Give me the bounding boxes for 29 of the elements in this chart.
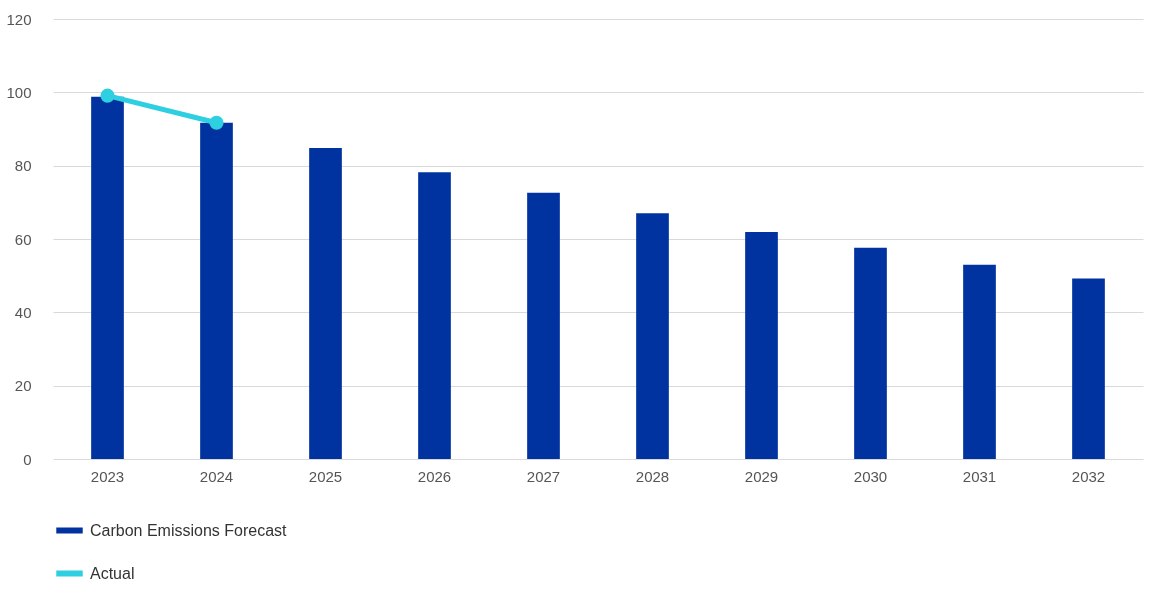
x-tick-label: 2029 [744,467,779,485]
y-tick-label: 60 [14,230,32,248]
x-tick-label: 2026 [417,467,452,485]
x-tick-label: 2028 [635,467,670,485]
legend-label: Carbon Emissions Forecast [90,521,288,539]
bar [309,148,342,459]
x-tick-label: 2032 [1071,467,1106,485]
y-tick-label: 40 [14,303,32,321]
bar [745,232,778,459]
y-tick-label: 120 [6,10,32,28]
bar [418,172,451,459]
bar [636,213,669,459]
x-tick-label: 2024 [199,467,234,485]
bar [527,192,560,459]
y-tick-label: 80 [14,157,32,175]
bar [854,247,887,459]
x-tick-label: 2030 [853,467,888,485]
bar [963,264,996,459]
y-tick-label: 100 [6,83,32,101]
bar [1072,278,1105,459]
legend-label: Actual [90,564,135,582]
x-tick-label: 2027 [526,467,561,485]
x-tick-label: 2031 [962,467,997,485]
y-tick-label: 20 [14,377,32,395]
bar [200,122,233,459]
x-tick-label: 2025 [308,467,343,485]
x-tick-label: 2023 [90,467,125,485]
y-tick-label: 0 [23,450,32,468]
bar [91,96,124,459]
